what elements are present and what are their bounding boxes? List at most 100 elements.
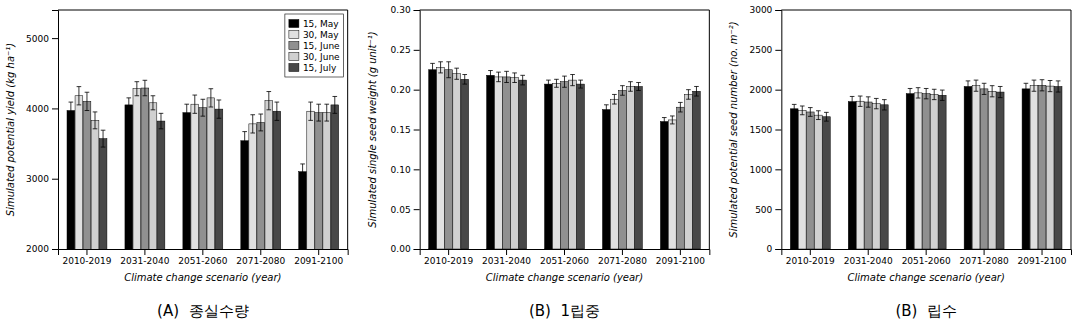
error-bar xyxy=(1024,83,1029,94)
error-cap xyxy=(438,61,443,62)
error-cap xyxy=(940,100,945,101)
error-cap xyxy=(824,121,829,122)
x-tick-label: 2071-2080 xyxy=(598,256,647,266)
legend-box xyxy=(285,14,344,77)
bar-series xyxy=(806,80,1045,249)
error-cap xyxy=(159,113,164,114)
error-bar xyxy=(546,80,551,88)
y-tick-label: 0.05 xyxy=(391,205,411,215)
error-bar xyxy=(554,79,559,87)
error-line xyxy=(1033,80,1034,91)
error-cap xyxy=(800,105,805,106)
error-cap xyxy=(488,80,493,81)
plot-area xyxy=(429,62,701,249)
error-line xyxy=(194,95,195,113)
error-cap xyxy=(454,79,459,80)
error-line xyxy=(638,82,639,90)
error-cap xyxy=(151,109,156,110)
bar xyxy=(133,89,141,249)
error-cap xyxy=(612,94,617,95)
error-cap xyxy=(1048,80,1053,81)
error-line xyxy=(448,62,449,78)
x-tick: 2031-2040 xyxy=(120,249,169,266)
error-line xyxy=(1058,81,1059,92)
bar-series xyxy=(814,81,1053,249)
y-tick-label: 0.10 xyxy=(391,165,411,175)
error-cap xyxy=(143,80,148,81)
x-axis-label: Climate change scenario (year) xyxy=(486,272,643,283)
error-line xyxy=(992,86,993,97)
y-tick-mark xyxy=(414,249,420,250)
error-line xyxy=(310,102,311,120)
y-tick: 1500 xyxy=(749,125,781,135)
x-tick: 2010-2019 xyxy=(62,249,111,266)
error-cap xyxy=(874,98,879,99)
error-line xyxy=(672,116,673,124)
y-axis-line xyxy=(52,11,59,250)
error-bar xyxy=(1032,80,1037,91)
error-cap xyxy=(135,95,140,96)
error-line xyxy=(318,104,319,121)
error-bar xyxy=(628,82,633,92)
error-line xyxy=(218,100,219,118)
bar xyxy=(1030,86,1038,249)
bar xyxy=(1046,86,1054,249)
bar xyxy=(848,102,856,249)
error-cap xyxy=(686,99,691,100)
error-cap xyxy=(69,118,74,119)
x-tick: 2091-2100 xyxy=(656,249,705,266)
error-cap xyxy=(974,80,979,81)
error-bar xyxy=(258,114,263,131)
error-cap xyxy=(670,123,675,124)
bar xyxy=(1022,89,1030,249)
error-line xyxy=(984,83,985,94)
bar-series xyxy=(99,96,338,249)
error-cap xyxy=(1040,90,1045,91)
error-bar xyxy=(300,164,305,179)
x-tick-mark xyxy=(926,249,927,255)
bar xyxy=(980,89,988,249)
error-cap xyxy=(126,97,131,98)
error-cap xyxy=(858,96,863,97)
y-tick-mark xyxy=(414,10,420,11)
bar xyxy=(91,120,99,249)
y-axis-label: Simulated potential seed number (no. m⁻²… xyxy=(728,21,739,237)
error-line xyxy=(852,96,853,106)
error-cap xyxy=(151,95,156,96)
error-line xyxy=(440,62,441,73)
error-cap xyxy=(496,72,501,73)
error-cap xyxy=(578,88,583,89)
error-line xyxy=(326,104,327,121)
y-tick-mark xyxy=(775,90,781,91)
error-line xyxy=(1050,81,1051,92)
error-cap xyxy=(512,82,517,83)
error-cap xyxy=(874,108,879,109)
error-line xyxy=(136,82,137,96)
bar-series xyxy=(437,62,676,249)
error-cap xyxy=(77,104,82,105)
error-line xyxy=(942,90,943,100)
error-cap xyxy=(308,120,313,121)
bar xyxy=(149,103,157,249)
error-cap xyxy=(636,90,641,91)
bar xyxy=(503,77,511,249)
error-cap xyxy=(217,99,222,100)
error-bar xyxy=(275,102,280,120)
x-tick: 2031-2040 xyxy=(482,249,531,266)
legend-swatch xyxy=(289,64,299,72)
error-cap xyxy=(446,77,451,78)
x-tick-mark xyxy=(506,249,507,255)
bar xyxy=(545,84,553,249)
y-tick-mark xyxy=(414,130,420,131)
error-cap xyxy=(266,91,271,92)
chart-title: (A) 종실수량 xyxy=(157,302,249,320)
error-cap xyxy=(69,102,74,103)
y-tick-mark xyxy=(775,130,781,131)
y-tick-mark xyxy=(52,179,58,180)
y-axis-label: Simulated potential yield (kg ha⁻¹) xyxy=(5,43,16,216)
error-cap xyxy=(916,98,921,99)
x-tick: 2091-2100 xyxy=(294,249,343,266)
bar xyxy=(814,115,822,249)
y-tick-mark xyxy=(775,209,781,210)
error-cap xyxy=(678,111,683,112)
